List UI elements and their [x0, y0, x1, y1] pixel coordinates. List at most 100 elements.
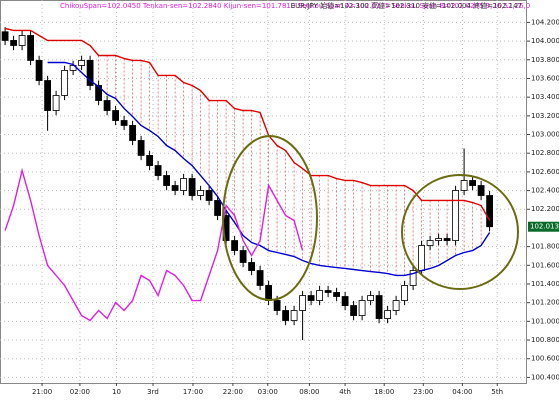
y-tick-label: 103.200 — [531, 112, 559, 120]
candle-body — [18, 35, 26, 46]
candle-body — [384, 310, 392, 319]
candle-body — [61, 70, 68, 96]
y-tick-label: 100.600 — [531, 355, 559, 363]
last-price-box — [528, 221, 559, 232]
x-tick-label: 4th — [339, 388, 351, 396]
y-tick-label: 100.800 — [531, 336, 559, 344]
candle-body — [401, 285, 409, 301]
candle-body — [443, 238, 451, 241]
x-tick-label: 04:00 — [452, 388, 472, 396]
candle-body — [265, 285, 273, 301]
indicator-line — [4, 167, 304, 322]
candle-body — [197, 190, 205, 196]
y-tick-label: 101.400 — [531, 280, 559, 288]
candle-body — [188, 178, 196, 196]
x-tick-label: 02:00 — [70, 388, 90, 396]
candle-body — [239, 250, 247, 263]
candle-body — [307, 295, 315, 301]
candle-body — [333, 292, 341, 297]
candle-body — [460, 180, 468, 191]
candle-body — [477, 185, 485, 196]
candle-body — [324, 290, 332, 293]
x-tick-label: 3rd — [147, 388, 159, 396]
y-tick-label: 103.600 — [531, 74, 559, 82]
candle-body — [44, 80, 51, 111]
y-tick-label: 102.800 — [531, 149, 559, 157]
candle-body — [435, 238, 443, 241]
candle-body — [137, 140, 145, 156]
x-tick-label: 03:00 — [258, 388, 278, 396]
y-tick-label: 103.400 — [531, 93, 559, 101]
candle-body — [375, 295, 383, 319]
candle-body — [256, 270, 264, 286]
candle-body — [163, 175, 171, 186]
y-tick-label: 100.400 — [531, 373, 559, 381]
indicator-line — [4, 27, 491, 221]
x-tick-label: 10 — [112, 388, 121, 396]
candle-body — [129, 125, 137, 141]
x-tick-label: 22:00 — [223, 388, 243, 396]
candle-body — [95, 85, 102, 101]
candle-body — [426, 240, 434, 246]
candle-body — [358, 300, 366, 316]
candle-body — [367, 295, 375, 301]
candle-body — [120, 120, 128, 126]
y-tick-label: 102.600 — [531, 168, 559, 176]
candle-body — [10, 40, 18, 46]
candle-body — [290, 310, 298, 321]
candle-body — [112, 110, 119, 121]
candle-body — [154, 165, 162, 176]
candle-body — [452, 190, 460, 241]
candle-body — [171, 185, 179, 191]
y-tick-label: 101.200 — [531, 299, 559, 307]
candle-body — [299, 295, 307, 311]
x-tick-label: 21:00 — [32, 388, 52, 396]
last-price-label: 102.013 — [530, 223, 559, 231]
candle-body — [316, 290, 324, 301]
candle-body — [231, 240, 239, 251]
y-tick-label: 102.200 — [531, 205, 559, 213]
x-tick-label: 5th — [491, 388, 503, 396]
x-tick-label: 23:00 — [413, 388, 433, 396]
candle-body — [273, 300, 281, 311]
header-left: ChikouSpan=102.0450 Tenkan-sen=102.2840 … — [60, 2, 530, 10]
candle-body — [52, 95, 60, 111]
candle-body — [35, 60, 43, 81]
candle-body — [282, 310, 290, 321]
candle-body — [392, 300, 400, 311]
y-tick-label: 102.400 — [531, 187, 559, 195]
candle-body — [214, 200, 222, 216]
plot-frame — [0, 0, 527, 384]
indicator-line — [47, 61, 491, 277]
candle-body — [146, 155, 154, 166]
y-tick-label: 104.000 — [531, 37, 559, 45]
candle-body — [1, 31, 9, 41]
candle-body — [248, 262, 256, 271]
candle-body — [205, 190, 213, 201]
candle-body — [409, 270, 417, 286]
x-tick-label: 08:00 — [299, 388, 319, 396]
candle-body — [469, 180, 477, 186]
header-right: EUR/JPY 始値=102.300 高値=102.310 安値=102.004… — [291, 1, 522, 10]
y-tick-label: 103.000 — [531, 131, 559, 139]
y-tick-label: 103.800 — [531, 56, 559, 64]
x-tick-label: 17:00 — [183, 388, 203, 396]
candle-body — [86, 60, 94, 86]
y-tick-label: 101.800 — [531, 243, 559, 251]
candle-body — [78, 60, 85, 66]
highlight-ellipse — [401, 174, 519, 290]
candle-body — [341, 296, 349, 306]
candle-body — [486, 195, 494, 228]
candle-body — [418, 245, 426, 271]
y-tick-label: 104.200 — [531, 18, 559, 26]
x-tick-label: 18:00 — [374, 388, 394, 396]
y-tick-label: 101.600 — [531, 261, 559, 269]
highlight-ellipse — [222, 135, 318, 301]
candle-body — [350, 305, 358, 316]
candle-body — [180, 178, 188, 191]
y-tick-label: 101.000 — [531, 317, 559, 325]
candle-body — [27, 35, 35, 61]
